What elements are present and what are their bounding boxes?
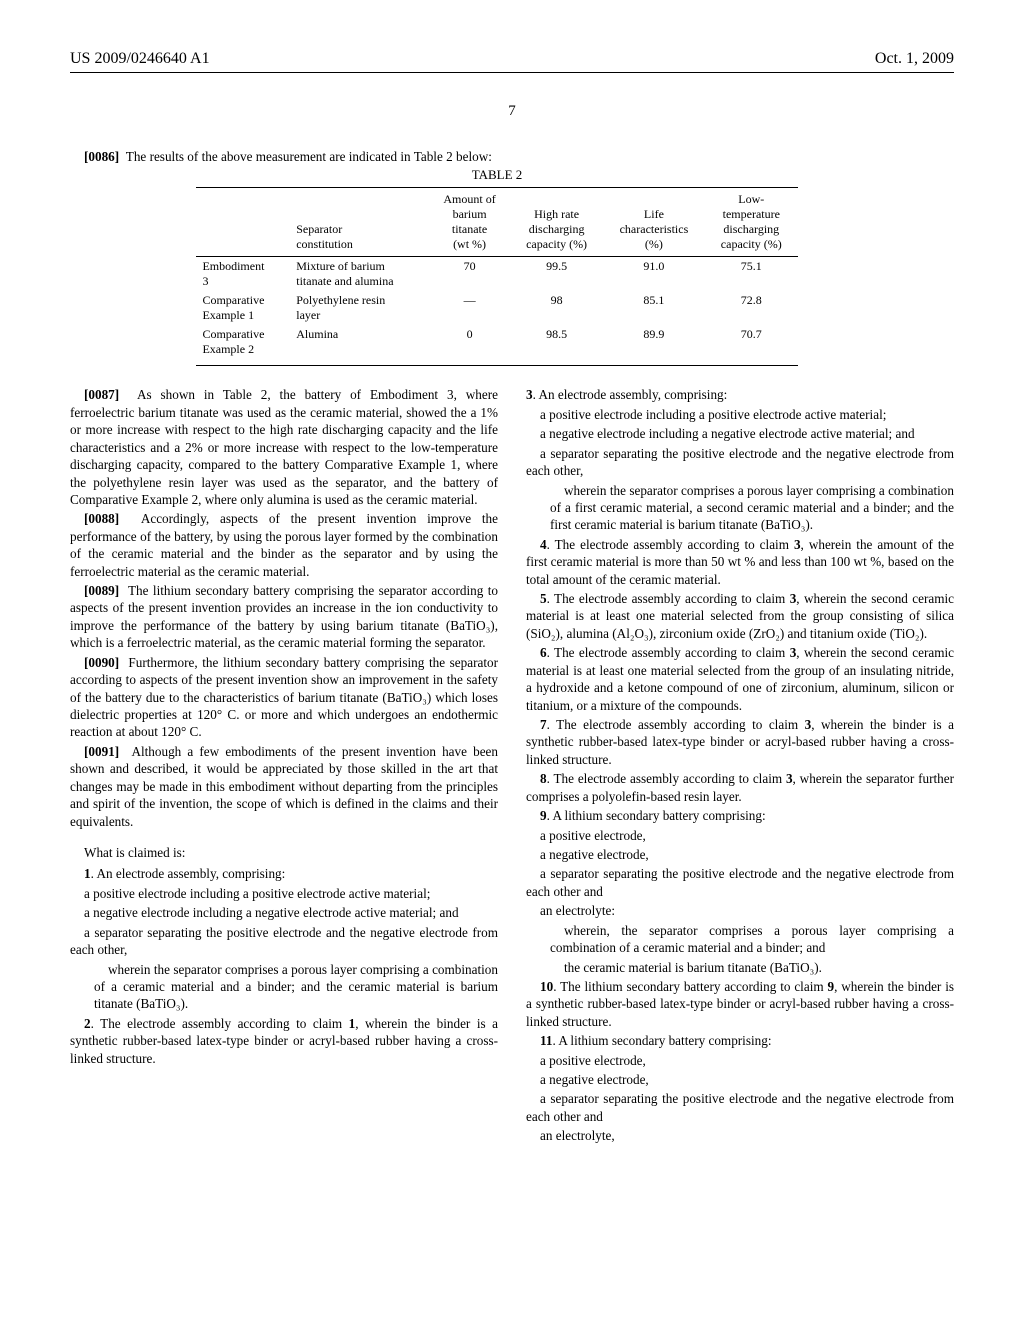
claim-3-l2: a negative electrode including a negativ… bbox=[526, 425, 954, 442]
claim-2: 2. The electrode assembly according to c… bbox=[70, 1015, 498, 1067]
th-blank bbox=[196, 188, 290, 257]
td-r2c4: 89.9 bbox=[603, 325, 705, 359]
para-0086: [0086] The results of the above measurem… bbox=[70, 148, 498, 165]
claim-11-l3: a separator separating the positive elec… bbox=[526, 1090, 954, 1125]
para-0087: [0087] As shown in Table 2, the battery … bbox=[70, 386, 498, 508]
td-r1c1: Polyethylene resinlayer bbox=[290, 291, 429, 325]
td-r0c5: 75.1 bbox=[705, 257, 798, 292]
td-r1c2: — bbox=[429, 291, 511, 325]
claim-8: 8. The electrode assembly according to c… bbox=[526, 770, 954, 805]
td-r0c1: Mixture of bariumtitanate and alumina bbox=[290, 257, 429, 292]
th-rate: High ratedischargingcapacity (%) bbox=[510, 188, 602, 257]
para-num-0086: [0086] bbox=[84, 149, 119, 164]
claim-9-n1: wherein, the separator comprises a porou… bbox=[550, 922, 954, 957]
claim-6: 6. The electrode assembly according to c… bbox=[526, 644, 954, 714]
td-r1c5: 72.8 bbox=[705, 291, 798, 325]
claim-7: 7. The electrode assembly according to c… bbox=[526, 716, 954, 768]
td-r2c2: 0 bbox=[429, 325, 511, 359]
td-r0c4: 91.0 bbox=[603, 257, 705, 292]
claim-3-nested: wherein the separator comprises a porous… bbox=[550, 482, 954, 534]
claim-9-l3: a separator separating the positive elec… bbox=[526, 865, 954, 900]
para-text-0086: The results of the above measurement are… bbox=[126, 149, 492, 164]
claim-11-head: 11. A lithium secondary battery comprisi… bbox=[526, 1032, 954, 1049]
claim-9-l1: a positive electrode, bbox=[526, 827, 954, 844]
page-number: 7 bbox=[70, 103, 954, 120]
td-r0c2: 70 bbox=[429, 257, 511, 292]
th-life: Lifecharacteristics(%) bbox=[603, 188, 705, 257]
left-column: [0087] As shown in Table 2, the battery … bbox=[70, 386, 498, 1146]
claim-9-n2: the ceramic material is barium titanate … bbox=[550, 959, 954, 976]
claim-3-l3: a separator separating the positive elec… bbox=[526, 445, 954, 480]
claim-9-head: 9. A lithium secondary battery comprisin… bbox=[526, 807, 954, 824]
td-r2c3: 98.5 bbox=[510, 325, 602, 359]
para-0090: [0090] Furthermore, the lithium secondar… bbox=[70, 654, 498, 741]
claim-3-l1: a positive electrode including a positiv… bbox=[526, 406, 954, 423]
th-lowt: Low-temperaturedischargingcapacity (%) bbox=[705, 188, 798, 257]
claim-5: 5. The electrode assembly according to c… bbox=[526, 590, 954, 642]
claims-intro: What is claimed is: bbox=[70, 844, 498, 861]
claim-3-head: 3. An electrode assembly, comprising: bbox=[526, 386, 954, 403]
td-r2c5: 70.7 bbox=[705, 325, 798, 359]
table-2: TABLE 2 Separatorconstitution Amount ofb… bbox=[196, 167, 797, 366]
claim-11-l4: an electrolyte, bbox=[526, 1127, 954, 1144]
claim-1-nested: wherein the separator comprises a porous… bbox=[94, 961, 498, 1013]
claim-9-l2: a negative electrode, bbox=[526, 846, 954, 863]
publication-number: US 2009/0246640 A1 bbox=[70, 50, 210, 68]
claim-10: 10. The lithium secondary battery accord… bbox=[526, 978, 954, 1030]
para-0089: [0089] The lithium secondary battery com… bbox=[70, 582, 498, 652]
claim-4: 4. The electrode assembly according to c… bbox=[526, 536, 954, 588]
right-column: 3. An electrode assembly, comprising: a … bbox=[526, 386, 954, 1146]
td-r0c0: Embodiment3 bbox=[196, 257, 290, 292]
claim-1-l3: a separator separating the positive elec… bbox=[70, 924, 498, 959]
td-r2c1: Alumina bbox=[290, 325, 429, 359]
table-2-caption: TABLE 2 bbox=[196, 167, 797, 183]
td-r1c3: 98 bbox=[510, 291, 602, 325]
claim-1-head: 1. An electrode assembly, comprising: bbox=[70, 865, 498, 882]
page-header: US 2009/0246640 A1 Oct. 1, 2009 bbox=[70, 50, 954, 68]
claim-1-l2: a negative electrode including a negativ… bbox=[70, 904, 498, 921]
claim-9-l4: an electrolyte: bbox=[526, 902, 954, 919]
claim-11-l2: a negative electrode, bbox=[526, 1071, 954, 1088]
para-0091: [0091] Although a few embodiments of the… bbox=[70, 743, 498, 830]
header-rule bbox=[70, 72, 954, 73]
claim-1-l1: a positive electrode including a positiv… bbox=[70, 885, 498, 902]
td-r0c3: 99.5 bbox=[510, 257, 602, 292]
td-r1c0: ComparativeExample 1 bbox=[196, 291, 290, 325]
publication-date: Oct. 1, 2009 bbox=[875, 50, 954, 68]
td-r2c0: ComparativeExample 2 bbox=[196, 325, 290, 359]
th-sep: Separatorconstitution bbox=[290, 188, 429, 257]
claim-11-l1: a positive electrode, bbox=[526, 1052, 954, 1069]
td-r1c4: 85.1 bbox=[603, 291, 705, 325]
th-amt: Amount ofbariumtitanate(wt %) bbox=[429, 188, 511, 257]
para-0088: [0088] Accordingly, aspects of the prese… bbox=[70, 510, 498, 580]
